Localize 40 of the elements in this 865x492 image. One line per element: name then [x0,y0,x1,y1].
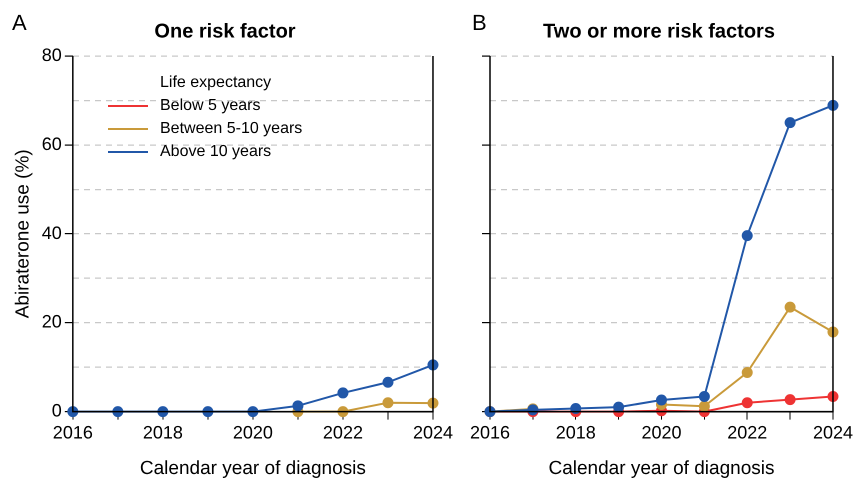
y-tick-label: 0 [52,400,62,421]
point [742,366,753,378]
point [656,394,667,406]
y-tick-label: 20 [42,312,62,332]
point [698,390,710,402]
x-tick-label: 2016 [470,422,510,442]
text: B [472,10,487,36]
point [742,397,753,408]
chart-title: Two or more risk factors [543,20,775,43]
x-tick-label: 2022 [727,422,768,442]
x-axis-title: Calendar year of diagnosis [548,458,775,479]
x-tick-label: 2020 [232,422,273,442]
x-tick-label: 2020 [641,422,682,442]
point [382,376,394,388]
x-tick-label: 2024 [412,422,453,442]
y-axis-title: Abiraterone use (%) [12,149,34,318]
chart-title: One risk factor [154,20,296,43]
point [742,230,753,242]
legend-title: Life expectancy [160,74,272,92]
y-tick-label: 80 [42,44,62,65]
y-tick-label: 60 [42,134,62,154]
point [698,400,710,412]
point [613,402,624,413]
text: A [12,10,27,36]
point [784,394,796,406]
point [784,302,796,313]
legend-label: Above 10 years [160,142,272,160]
legend-label: Between 5-10 years [160,120,302,138]
x-tick-label: 2018 [556,422,596,442]
x-tick-label: 2022 [322,422,363,442]
x-tick-label: 2018 [142,422,183,442]
point [292,400,304,412]
x-tick-label: 2024 [812,422,853,442]
y-tick-label: 40 [42,222,62,243]
point [784,117,796,128]
x-axis-title: Calendar year of diagnosis [140,458,366,479]
point [382,397,394,408]
point [337,387,348,398]
legend-label: Below 5 years [160,96,260,114]
x-tick-label: 2016 [52,422,93,442]
